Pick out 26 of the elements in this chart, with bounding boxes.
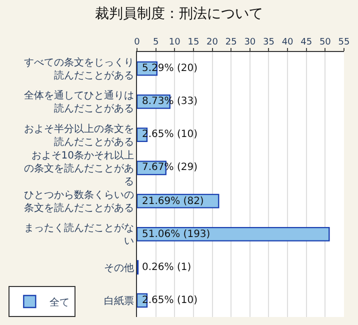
- text: 51.06% (193): [142, 229, 210, 240]
- text: 0.26% (1): [142, 262, 192, 273]
- y-tick-label: 全体を通してひと通りは読んだことがある: [24, 90, 134, 115]
- x-tick-label: 25: [225, 37, 237, 48]
- x-tick-label: 35: [263, 37, 274, 48]
- x-tick-label: 15: [188, 37, 200, 48]
- y-tick-label: まったく読んだことがない: [24, 222, 134, 248]
- y-tick-label: その他: [104, 262, 134, 274]
- y-tick-label: およそ半分以上の条文を読んだことがある: [24, 122, 134, 148]
- x-tick-label: 45: [300, 37, 312, 48]
- x-tick-label: 50: [319, 37, 332, 48]
- x-tick-label: 5: [152, 37, 159, 48]
- y-tick-label: およそ10条かそれ以上の条文を読んだことがある: [24, 149, 134, 188]
- y-tick-label: ひとつから数条くらいの条文を読んだことがある: [24, 189, 134, 214]
- bar: [137, 226, 330, 242]
- text: 21.69% (82): [142, 196, 204, 207]
- x-tick-label: 20: [206, 37, 218, 48]
- x-tick-label: 40: [282, 37, 294, 48]
- chart-title: 裁判員制度：刑法について: [95, 6, 263, 22]
- y-tick-label: すべての条文をじっくり読んだことがある: [24, 56, 134, 82]
- x-tick-label: 30: [244, 37, 256, 48]
- y-tick-label: 白紙票: [104, 294, 134, 307]
- x-tick-label: 10: [168, 37, 181, 48]
- legend-label: 全て: [50, 296, 70, 308]
- x-tick-label: 55: [338, 37, 350, 48]
- x-tick-label: 0: [134, 37, 140, 48]
